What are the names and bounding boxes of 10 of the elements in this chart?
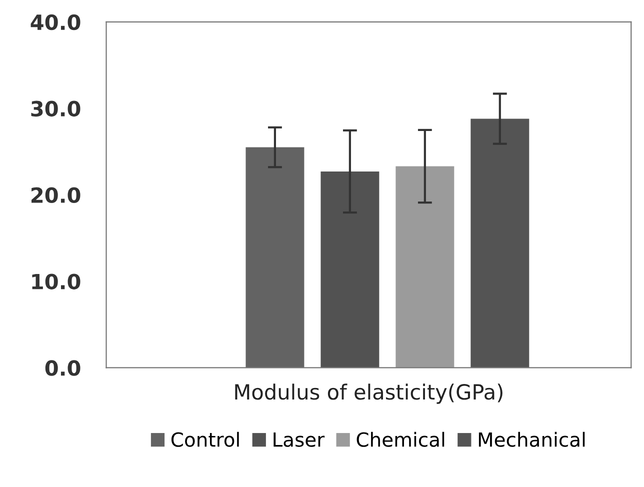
legend-label: Laser: [274, 432, 325, 447]
legend-label: Chemical: [356, 432, 444, 447]
y-tick-label: 0.0: [45, 360, 80, 376]
y-tick-label: 20.0: [32, 187, 80, 204]
x-axis-title: Modulus of elasticity(GPa): [235, 384, 502, 404]
y-tick-label: 30.0: [31, 100, 80, 117]
legend-label: Mechanical: [478, 432, 585, 447]
legend-label: Control: [171, 432, 239, 447]
y-tick-label: 40.0: [30, 14, 80, 30]
y-tick-label: 10.0: [32, 274, 80, 290]
